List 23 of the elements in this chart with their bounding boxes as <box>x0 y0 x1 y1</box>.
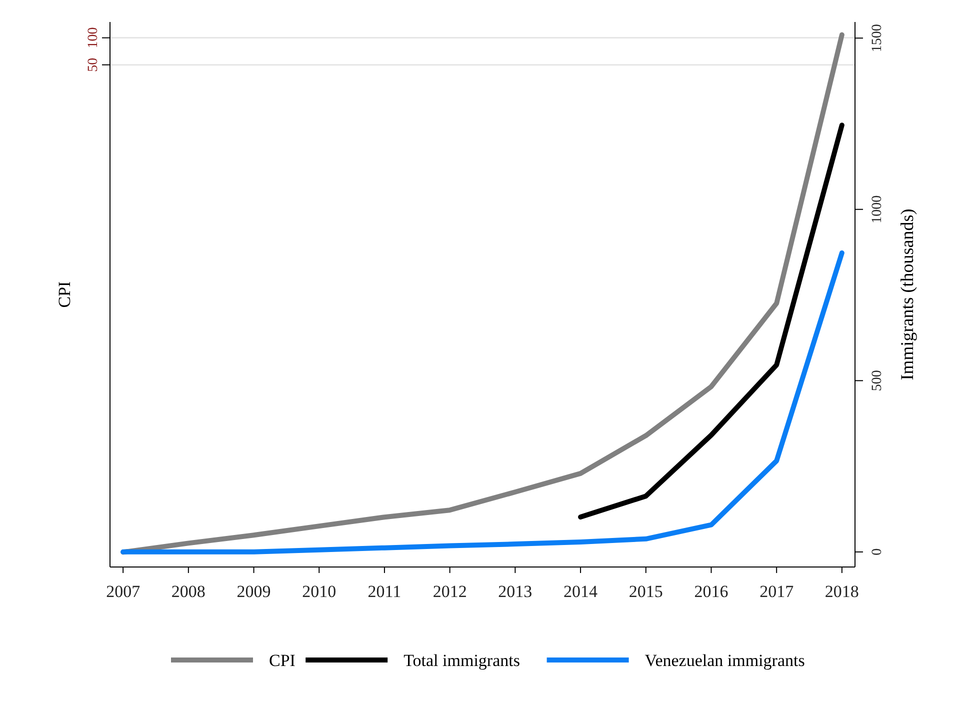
x-tick-label: 2017 <box>760 582 794 601</box>
x-tick-label: 2016 <box>694 582 728 601</box>
x-tick-label: 2010 <box>302 582 336 601</box>
legend-label: CPI <box>269 651 296 670</box>
y-tick-label: 50 <box>86 58 101 72</box>
x-tick-label: 2013 <box>498 582 532 601</box>
x-tick-label: 2009 <box>236 582 271 601</box>
x-tick-label: 2011 <box>368 582 402 601</box>
legend-label: Total immigrants <box>404 651 520 670</box>
y2-tick-label: 500 <box>870 370 885 392</box>
x-tick-label: 2008 <box>171 582 206 601</box>
y-axis-title: CPI <box>55 280 74 308</box>
x-tick-label: 2007 <box>106 582 141 601</box>
x-tick-label: 2012 <box>432 582 467 601</box>
legend-label: Venezuelan immigrants <box>644 651 805 670</box>
x-tick-label: 2014 <box>564 582 598 601</box>
x-tick-label: 2015 <box>628 582 663 601</box>
y2-tick-label: 0 <box>870 548 885 556</box>
x-tick-label: 2018 <box>824 582 859 601</box>
y2-tick-label: 1500 <box>870 24 885 52</box>
y2-tick-label: 1000 <box>870 195 885 224</box>
y-tick-label: 100 <box>86 27 101 48</box>
y2-axis-title: Immigrants (thousands) <box>897 208 917 380</box>
